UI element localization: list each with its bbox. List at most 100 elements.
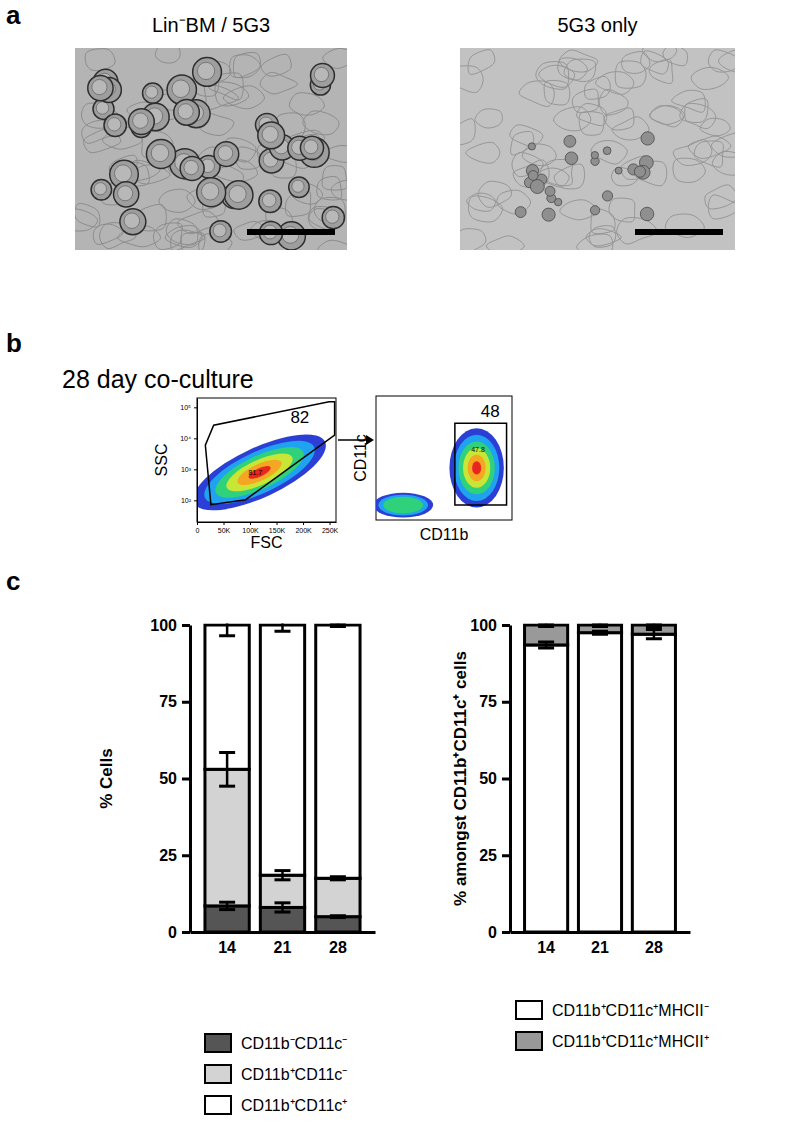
density-cloud [463,448,490,488]
cell [193,58,222,87]
stroma-texture [155,48,180,63]
error-bar [219,752,235,786]
stroma-texture [650,105,685,124]
stroma-texture [317,176,342,200]
stroma-texture [519,81,554,107]
stroma-texture [705,185,735,209]
error-cap [538,624,554,625]
error-cap [219,908,235,911]
bar-segment [525,625,568,645]
bar-chart: 0255075100142128% amongst CD11b⁺CD11c⁺ c… [451,617,709,1050]
gate-percent-detail: 81.7 [249,469,263,476]
bar-segment [205,769,249,906]
cell [311,64,335,88]
error-cap [646,628,662,631]
stroma-texture [544,80,570,105]
image-background [75,48,347,250]
stroma-texture [577,104,607,126]
axis-title: % amongst CD11b⁺CD11c⁺ cells [451,651,470,906]
arrow [338,439,366,441]
micrograph [69,45,364,260]
gate-percent-detail: 47.8 [471,446,485,453]
legend-swatch [205,1096,231,1114]
tick-label: 10⁴ [180,435,191,442]
stroma-texture [691,67,728,89]
plot-area [525,624,676,933]
error-bar [592,624,608,627]
cell [197,178,226,207]
panel-label: a [6,0,21,30]
tick-label: 21 [274,939,292,956]
cell [641,132,654,145]
cell [289,177,309,197]
stroma-texture [75,209,98,231]
tick-label: 14 [537,939,555,956]
density-cloud [454,435,499,501]
axis-line [198,522,337,523]
axis-title: CD11b [420,526,469,543]
stroma-texture [558,58,588,80]
cell [88,75,113,100]
stroma-texture [460,229,486,250]
stroma-texture [475,109,502,128]
cell-inner [92,79,107,94]
bar-segment [578,625,621,633]
error-cap [275,911,291,914]
tick-mark [182,854,190,857]
legend-swatch [516,1001,542,1019]
error-cap [219,901,235,904]
cell [259,190,282,213]
density-cloud [449,428,503,507]
legend-label: CD11b⁺CD11c⁻ [241,1066,347,1083]
stroma-texture [688,136,731,158]
bar-segment [205,906,249,932]
cell-inner [107,118,120,131]
tick-mark [194,407,197,408]
axis-line [197,399,198,523]
tick-label: 150K [269,527,286,534]
tick: 50 [159,770,190,787]
error-cap [592,630,608,633]
stroma-texture [322,166,347,191]
stroma-texture [586,229,621,246]
stroma-texture [712,151,735,175]
legend-swatch [205,1065,231,1083]
tick-mark [502,701,510,704]
tick: 14 [218,932,236,956]
tick-label: 50 [479,770,497,787]
cell [143,83,163,103]
scale-bar [247,229,335,235]
bar-segment [632,634,675,932]
cell-inner [114,165,131,182]
cell-inner [262,193,276,207]
stroma-texture [615,61,646,88]
tick-mark [277,522,278,525]
gate-percent: 48 [481,402,500,421]
stroma-texture [223,86,264,109]
tick: 200K [295,522,312,534]
tick-label: 14 [218,939,236,956]
cell-inner [178,104,193,119]
y-axis: 0255075100 [470,617,510,941]
density-cloud [459,441,495,494]
error-bar [275,624,291,632]
error-cap [275,630,291,633]
error-bar [330,624,346,627]
cell-inner [326,210,339,223]
cell [530,180,544,194]
cell [104,114,126,136]
tick: 10⁵ [180,404,197,411]
stroma-texture [572,89,598,112]
axis-line [511,931,691,934]
legend-swatch [205,1034,231,1052]
cell-inner [94,183,106,195]
cell [591,151,598,158]
stroma-texture [236,147,262,169]
error-line [226,752,229,786]
error-bar [219,902,235,909]
bar-chart: 0255075100142128% CellsCD11b⁻CD11c⁻CD11b… [97,614,376,1114]
tick-label: 100 [470,617,497,634]
tick: 0 [488,924,510,941]
legend-swatch [516,1032,542,1050]
cell-inner [197,62,214,79]
